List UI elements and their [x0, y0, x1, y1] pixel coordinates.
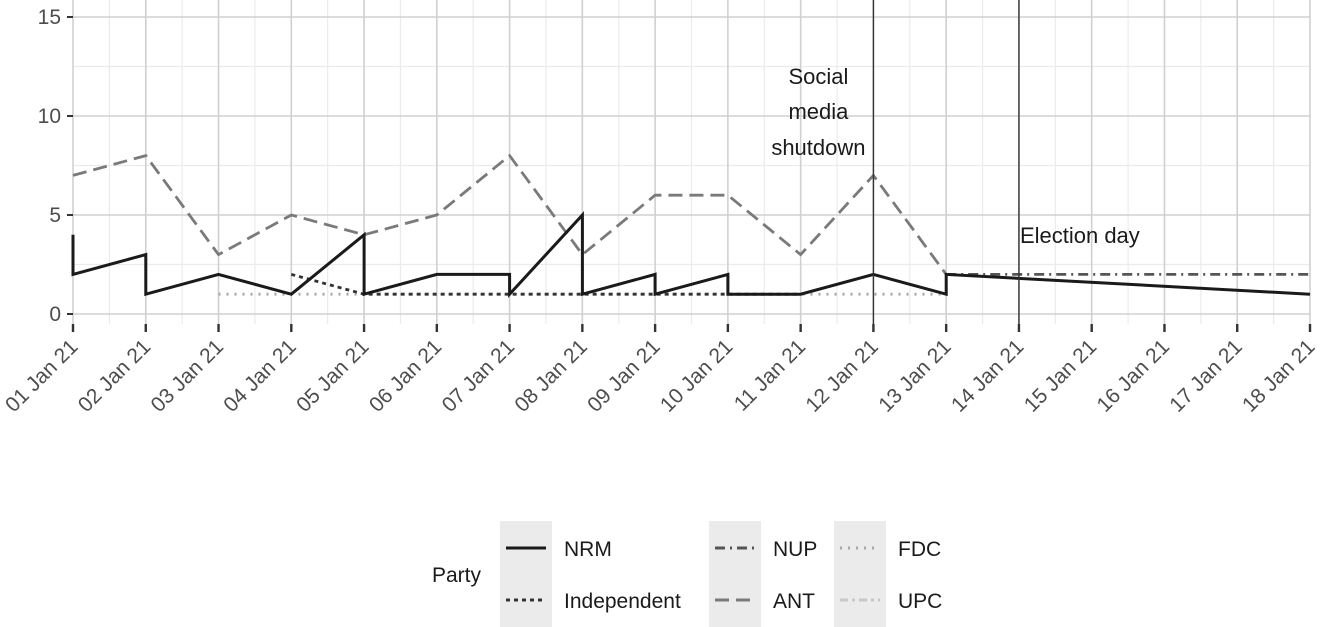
- series-lines: [71, 153, 1311, 299]
- x-tick-label: 15 Jan 21: [1020, 335, 1101, 416]
- x-tick-label: 17 Jan 21: [1165, 335, 1246, 416]
- x-tick-label: 16 Jan 21: [1093, 335, 1174, 416]
- series-line-nrm: [71, 211, 1311, 299]
- x-tick-label: 11 Jan 21: [730, 335, 810, 415]
- annotation-social-media-shutdown: Social: [788, 64, 848, 89]
- legend-label-nup: NUP: [773, 538, 817, 561]
- x-tick-label: 03 Jan 21: [147, 335, 228, 416]
- x-tick-label: 02 Jan 21: [74, 335, 155, 416]
- legend-key-background: [834, 521, 886, 627]
- annotation-lines: [872, 0, 1020, 324]
- legend-key-background: [500, 521, 552, 627]
- x-tick-label: 07 Jan 21: [438, 335, 519, 416]
- annotation-election-day: Election day: [1020, 223, 1140, 248]
- x-tick-label: 13 Jan 21: [874, 335, 955, 416]
- y-tick-label: 15: [38, 6, 61, 29]
- x-tick-label: 01 Jan 21: [1, 335, 82, 416]
- annotation-social-media-shutdown: shutdown: [771, 135, 865, 160]
- x-tick-label: 08 Jan 21: [510, 335, 591, 416]
- x-tick-label: 04 Jan 21: [219, 335, 300, 416]
- legend-label-nrm: NRM: [564, 538, 612, 561]
- x-tick-label: 12 Jan 21: [801, 335, 882, 416]
- x-tick-label: 14 Jan 21: [947, 335, 1028, 416]
- y-tick-label: 5: [49, 204, 61, 227]
- y-tick-label: 10: [38, 105, 61, 128]
- legend-label-ant: ANT: [773, 590, 815, 613]
- legend-label-fdc: FDC: [898, 538, 941, 561]
- legend-label-upc: UPC: [898, 590, 942, 613]
- x-tick-label: 18 Jan 21: [1238, 335, 1319, 416]
- legend: Party NRM NUP FDC Independent ANT UPC: [432, 521, 942, 627]
- x-tick-label: 06 Jan 21: [365, 335, 446, 416]
- x-tick-label: 10 Jan 21: [656, 335, 737, 416]
- x-tick-label: 05 Jan 21: [292, 335, 373, 416]
- annotations: Social media shutdown Election day: [771, 64, 1139, 248]
- annotation-social-media-shutdown: media: [788, 99, 849, 124]
- legend-title: Party: [432, 564, 482, 587]
- legend-key-background: [709, 521, 761, 627]
- legend-label-independent: Independent: [564, 590, 681, 613]
- x-tick-label: 09 Jan 21: [583, 335, 664, 416]
- y-tick-label: 0: [49, 303, 61, 326]
- series-line-ant: [72, 153, 948, 276]
- grid-lines: [72, 0, 1311, 324]
